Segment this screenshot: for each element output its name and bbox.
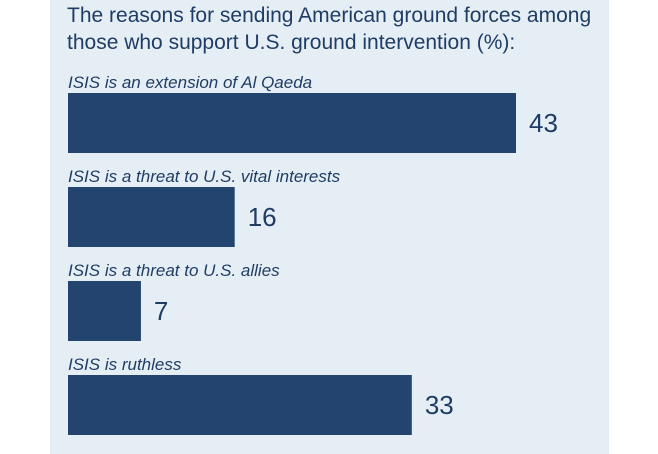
category-label: ISIS is a threat to U.S. allies [68,261,280,280]
value-label: 7 [154,296,168,326]
chart-title: The reasons for sending American ground … [67,4,592,54]
value-label: 43 [529,108,558,138]
bar [68,93,516,153]
bar [68,187,235,247]
category-label: ISIS is ruthless [68,355,182,374]
category-label: ISIS is a threat to U.S. vital interests [68,167,341,186]
category-label: ISIS is an extension of Al Qaeda [68,73,312,92]
value-label: 33 [425,390,454,420]
value-label: 16 [248,202,277,232]
bar [68,375,412,435]
bar [68,281,141,341]
